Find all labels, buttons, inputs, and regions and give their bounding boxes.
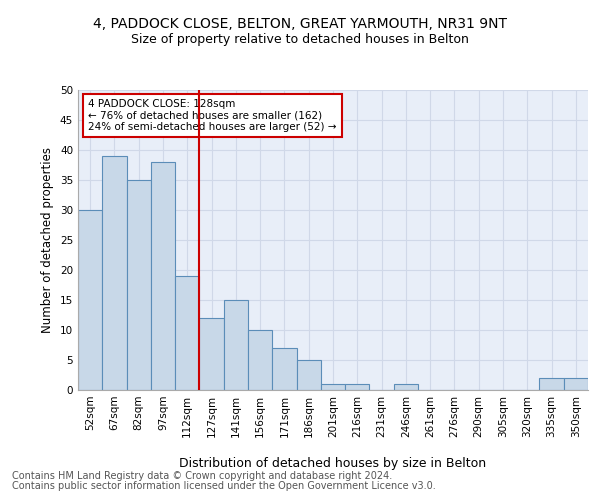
Text: Contains public sector information licensed under the Open Government Licence v3: Contains public sector information licen… <box>12 481 436 491</box>
Bar <box>539 378 564 390</box>
Bar <box>564 378 588 390</box>
Bar <box>199 318 224 390</box>
Y-axis label: Number of detached properties: Number of detached properties <box>41 147 55 333</box>
Bar <box>78 210 102 390</box>
Text: 4, PADDOCK CLOSE, BELTON, GREAT YARMOUTH, NR31 9NT: 4, PADDOCK CLOSE, BELTON, GREAT YARMOUTH… <box>93 18 507 32</box>
Bar <box>224 300 248 390</box>
Text: 4 PADDOCK CLOSE: 128sqm
← 76% of detached houses are smaller (162)
24% of semi-d: 4 PADDOCK CLOSE: 128sqm ← 76% of detache… <box>88 99 337 132</box>
Text: Distribution of detached houses by size in Belton: Distribution of detached houses by size … <box>179 458 487 470</box>
Bar <box>345 384 370 390</box>
Bar <box>321 384 345 390</box>
Bar <box>102 156 127 390</box>
Bar <box>272 348 296 390</box>
Bar <box>151 162 175 390</box>
Text: Size of property relative to detached houses in Belton: Size of property relative to detached ho… <box>131 32 469 46</box>
Bar <box>127 180 151 390</box>
Text: Contains HM Land Registry data © Crown copyright and database right 2024.: Contains HM Land Registry data © Crown c… <box>12 471 392 481</box>
Bar <box>248 330 272 390</box>
Bar <box>296 360 321 390</box>
Bar <box>175 276 199 390</box>
Bar <box>394 384 418 390</box>
